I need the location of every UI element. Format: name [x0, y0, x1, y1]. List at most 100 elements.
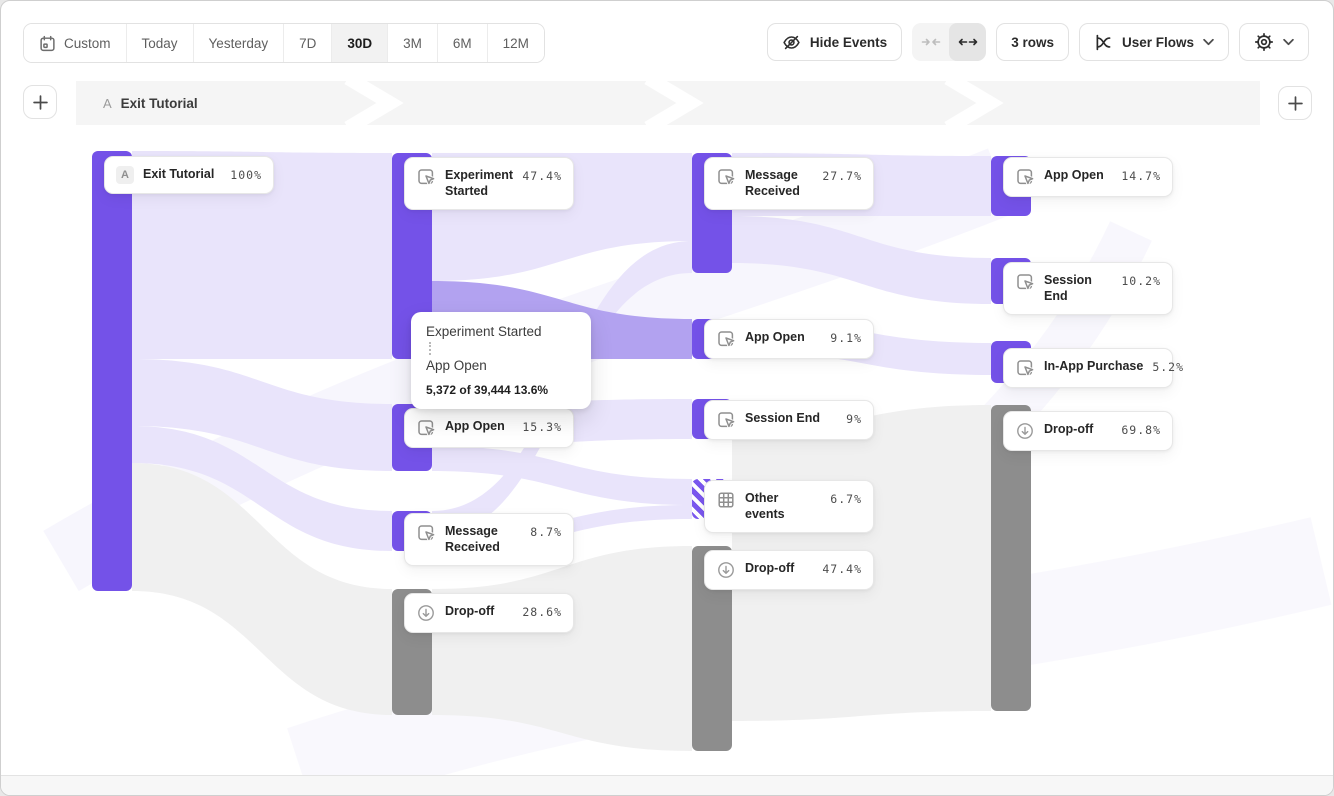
flow-node-c2-app-open[interactable]: App Open 15.3%: [404, 408, 574, 448]
date-range-label: 3M: [403, 35, 422, 51]
date-range-30d[interactable]: 30D: [332, 24, 389, 62]
date-range-label: 12M: [502, 35, 529, 51]
flow-node-c2-drop-off[interactable]: Drop-off 28.6%: [404, 593, 574, 633]
flow-node-c3-message-received[interactable]: Message Received 27.7%: [704, 157, 874, 210]
flow-node-c4-app-open[interactable]: App Open 14.7%: [1003, 157, 1173, 197]
hide-events-label: Hide Events: [809, 34, 888, 50]
add-step-left-button[interactable]: [23, 85, 57, 119]
rows-button[interactable]: 3 rows: [996, 23, 1069, 61]
drop-off-icon: [716, 560, 736, 580]
flow-node-percentage: 28.6%: [522, 605, 562, 619]
flow-node-label: Drop-off: [445, 604, 495, 618]
date-range-label: Yesterday: [208, 35, 269, 51]
flow-node-percentage: 15.3%: [522, 420, 562, 434]
flow-node-c3-session-end[interactable]: Session End 9%: [704, 400, 874, 440]
flow-node-c4-in-app-purchase[interactable]: In-App Purchase 5.2%: [1003, 348, 1183, 388]
event-icon: [416, 523, 436, 543]
date-range-label: Today: [141, 35, 178, 51]
expand-columns-button[interactable]: [949, 23, 987, 61]
flow-node-c3-drop-off[interactable]: Drop-off 47.4%: [704, 550, 874, 590]
hide-events-button[interactable]: Hide Events: [766, 23, 903, 61]
flow-link-exit-tutorial-message-received[interactable]: [132, 426, 392, 551]
flow-node-percentage: 47.4%: [522, 169, 562, 183]
status-footer: [1, 775, 1333, 795]
flow-node-c3-other-events[interactable]: Other events 6.7%: [704, 480, 874, 533]
flow-links: [43, 148, 1332, 777]
arrows-expand-icon: [958, 36, 978, 48]
user-flows-icon: [1094, 33, 1113, 52]
chevron-down-icon: [1203, 38, 1214, 46]
flow-node-label: Message Received: [745, 168, 800, 199]
flow-node-label: Drop-off: [1044, 422, 1094, 436]
date-range-12m[interactable]: 12M: [487, 24, 544, 62]
event-icon: [716, 329, 736, 349]
event-icon: [416, 418, 436, 438]
flow-node-percentage: 47.4%: [822, 562, 862, 576]
collapse-columns-button[interactable]: [912, 23, 949, 61]
flow-link-message-received-session-end[interactable]: [732, 216, 991, 304]
date-range-6m[interactable]: 6M: [437, 24, 488, 62]
date-range-today[interactable]: Today: [126, 24, 194, 62]
flow-node-c4-drop-off[interactable]: Drop-off 69.8%: [1003, 411, 1173, 451]
event-icon: [716, 167, 736, 187]
flow-tooltip: Experiment Started App Open 5,372 of 39,…: [411, 312, 591, 409]
flow-node-c2-experiment-started[interactable]: Experiment Started 47.4%: [404, 157, 574, 210]
date-range-3m[interactable]: 3M: [388, 24, 438, 62]
date-range-7d[interactable]: 7D: [284, 24, 333, 62]
flow-link-exit-tutorial-experiment-started[interactable]: [132, 151, 392, 359]
flow-node-percentage: 5.2%: [1152, 360, 1185, 374]
grid-icon: [716, 490, 736, 510]
plus-icon: [32, 94, 48, 110]
view-selector-button[interactable]: User Flows: [1078, 23, 1229, 61]
date-range-label: Custom: [64, 35, 111, 51]
flow-node-label: Session End: [1044, 273, 1092, 304]
flow-node-c1-exit-tutorial[interactable]: A Exit Tutorial 100%: [104, 156, 274, 194]
column-width-controls: [912, 23, 987, 61]
sankey-canvas: A Exit Tutorial 100% Experiment Started 47.4…: [1, 125, 1333, 777]
event-icon: [1015, 167, 1035, 187]
event-icon: [716, 410, 736, 430]
flow-node-label: In-App Purchase: [1044, 359, 1144, 373]
step-a-badge: A: [103, 95, 112, 111]
flow-node-label: Exit Tutorial: [143, 167, 215, 181]
rows-label: 3 rows: [1011, 34, 1054, 50]
plus-icon: [1287, 95, 1303, 111]
step-separators: [344, 81, 1004, 125]
flow-node-percentage: 27.7%: [822, 169, 862, 183]
flow-link-exit-tutorial-dropoff[interactable]: [132, 463, 392, 715]
flow-node-label: Session End: [745, 411, 821, 425]
steps-bar: A Exit Tutorial: [76, 81, 1260, 125]
date-range-picker: Custom Today Yesterday 7D 30D 3M 6M 12M: [23, 23, 545, 63]
flow-link-app-open-other-events[interactable]: [432, 446, 692, 505]
flow-node-c4-session-end[interactable]: Session End 10.2%: [1003, 262, 1173, 315]
step-badge: A: [116, 166, 134, 184]
flow-node-label: App Open: [745, 330, 805, 344]
drop-off-icon: [416, 603, 436, 623]
gear-icon: [1254, 32, 1274, 52]
flow-bar-c1-exit-tutorial[interactable]: [92, 151, 132, 591]
tooltip-from-event: Experiment Started: [426, 324, 542, 339]
flow-node-percentage: 9.1%: [830, 331, 862, 345]
date-range-label: 6M: [452, 35, 472, 51]
date-range-custom[interactable]: Custom: [24, 24, 127, 62]
settings-button[interactable]: [1239, 23, 1309, 61]
flow-node-percentage: 8.7%: [530, 525, 562, 539]
event-icon: [1015, 358, 1035, 378]
drop-off-icon: [1015, 421, 1035, 441]
flow-node-percentage: 10.2%: [1121, 274, 1161, 288]
flow-node-c2-message-received[interactable]: Message Received 8.7%: [404, 513, 574, 566]
step-a[interactable]: A Exit Tutorial: [103, 81, 198, 125]
flow-link-exit-tutorial-app-open[interactable]: [132, 359, 392, 471]
tooltip-stat: 5,372 of 39,444 13.6%: [426, 383, 549, 397]
add-step-right-button[interactable]: [1278, 86, 1312, 120]
flow-node-percentage: 69.8%: [1121, 423, 1161, 437]
flow-node-percentage: 6.7%: [830, 492, 862, 506]
date-range-label: 30D: [347, 35, 373, 51]
calendar-icon: [39, 35, 56, 52]
date-range-yesterday[interactable]: Yesterday: [193, 24, 285, 62]
flow-bar-c4-drop-off[interactable]: [991, 405, 1031, 711]
flow-node-label: Other events: [745, 491, 785, 522]
flow-node-percentage: 9%: [846, 412, 862, 426]
flow-node-c3-app-open[interactable]: App Open 9.1%: [704, 319, 874, 359]
